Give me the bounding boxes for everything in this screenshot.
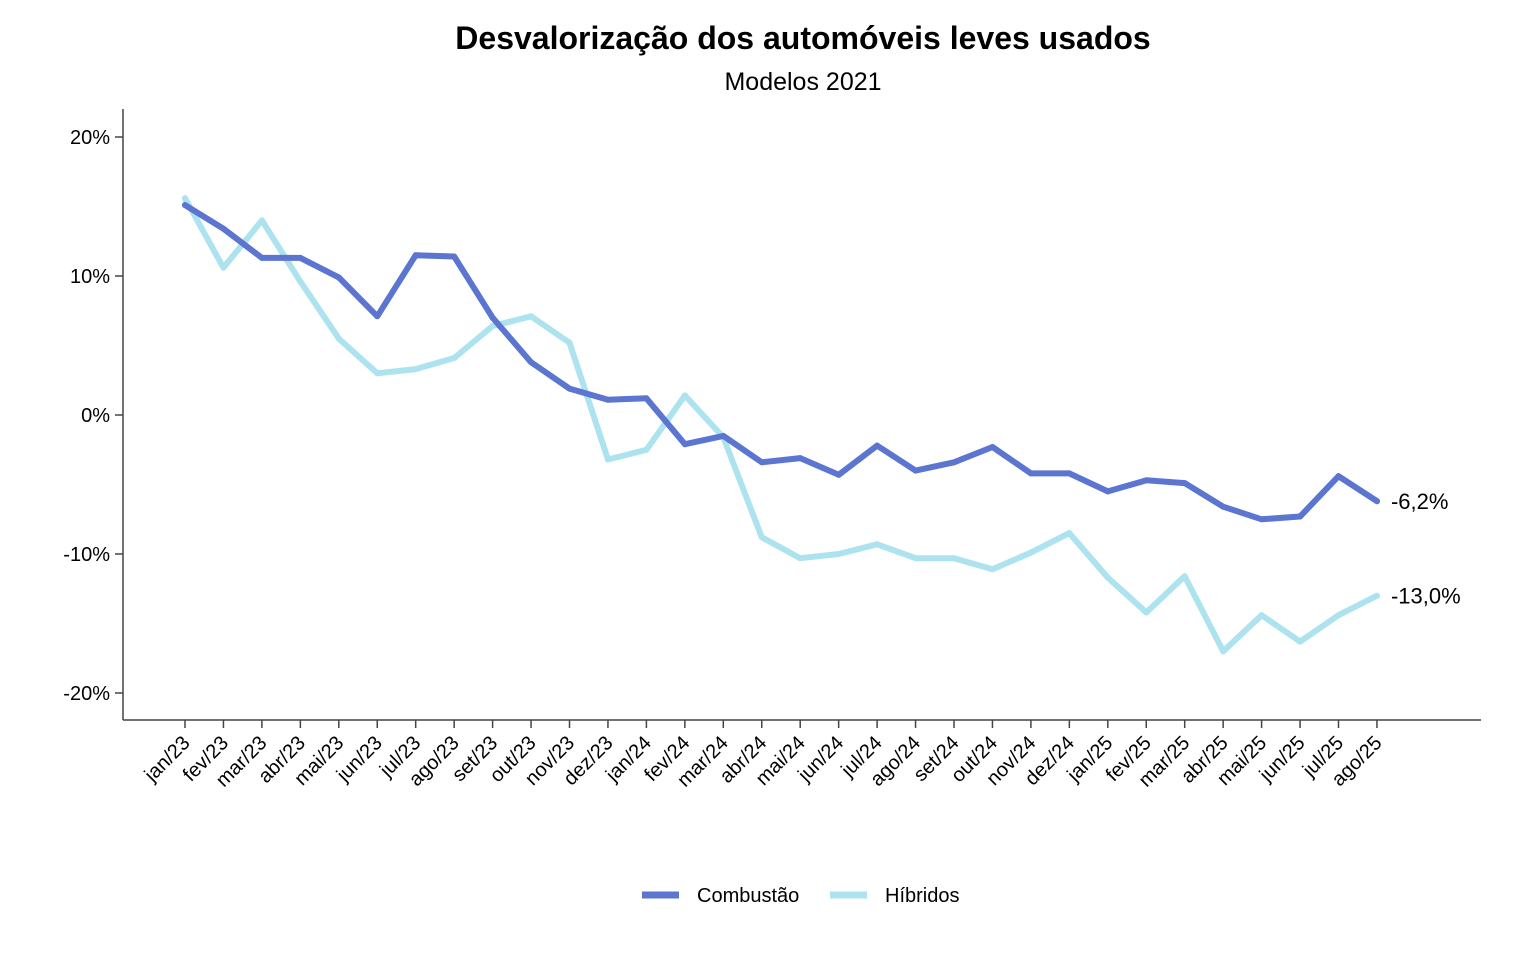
point-hibridos	[489, 323, 496, 330]
point-hibridos	[1104, 574, 1111, 581]
point-combustao	[912, 467, 919, 474]
point-combustao	[1335, 473, 1342, 480]
point-hibridos	[1027, 549, 1034, 556]
point-combustao	[1143, 477, 1150, 484]
point-combustao	[1066, 470, 1073, 477]
point-hibridos	[797, 555, 804, 562]
point-hibridos	[182, 195, 188, 202]
y-tick-label: 20%	[70, 127, 110, 149]
end-labels: -6,2% -13,0%	[1391, 489, 1461, 609]
point-hibridos	[220, 264, 227, 271]
point-combustao	[374, 313, 381, 320]
point-combustao	[681, 441, 688, 448]
end-label-combustao: -6,2%	[1391, 489, 1448, 514]
point-combustao	[835, 471, 842, 478]
point-hibridos	[335, 335, 342, 342]
point-combustao	[1104, 488, 1111, 495]
point-combustao	[528, 359, 535, 366]
point-hibridos	[1066, 530, 1073, 537]
y-tick-label: -20%	[63, 683, 110, 705]
y-tick-label: 0%	[81, 405, 110, 427]
point-hibridos	[874, 541, 881, 548]
point-combustao	[1297, 513, 1304, 520]
legend-label-combustao: Combustão	[697, 885, 799, 907]
point-hibridos	[1297, 638, 1304, 645]
point-hibridos	[835, 551, 842, 557]
point-combustao	[182, 202, 188, 209]
point-hibridos	[258, 217, 265, 224]
point-hibridos	[528, 313, 535, 320]
point-hibridos	[412, 366, 419, 373]
point-combustao	[604, 396, 611, 403]
point-hibridos	[297, 278, 304, 285]
point-combustao	[566, 385, 573, 392]
point-combustao	[1258, 516, 1265, 523]
series-lines	[182, 195, 1380, 655]
x-ticks: jan/23fev/23mar/23abr/23mai/23jun/23jul/…	[140, 720, 1386, 792]
point-hibridos	[1181, 573, 1188, 580]
point-combustao	[797, 455, 804, 462]
chart-title: Desvalorização dos automóveis leves usad…	[455, 20, 1150, 56]
point-hibridos	[1373, 592, 1380, 599]
point-combustao	[412, 252, 419, 259]
y-ticks: 20% 10% 0% -10% -20%	[63, 127, 123, 705]
point-combustao	[451, 253, 458, 260]
point-hibridos	[681, 392, 688, 399]
legend: Combustão Híbridos	[642, 885, 959, 907]
point-hibridos	[604, 456, 611, 463]
point-hibridos	[758, 534, 765, 541]
point-combustao	[220, 225, 227, 232]
point-hibridos	[1335, 612, 1342, 619]
point-combustao	[643, 395, 650, 402]
point-combustao	[758, 459, 765, 466]
point-hibridos	[566, 339, 573, 346]
point-hibridos	[374, 370, 381, 377]
series-line-combustao	[182, 202, 1380, 523]
point-combustao	[489, 314, 496, 321]
y-tick-label: 10%	[70, 266, 110, 288]
point-combustao	[335, 274, 342, 281]
point-combustao	[720, 432, 727, 439]
legend-label-hibridos: Híbridos	[885, 885, 959, 907]
point-hibridos	[1220, 648, 1227, 655]
point-combustao	[258, 254, 265, 261]
point-combustao	[989, 443, 996, 450]
series-line-hibridos	[182, 195, 1380, 655]
point-combustao	[297, 254, 304, 261]
point-combustao	[1181, 480, 1188, 487]
point-hibridos	[1258, 612, 1265, 619]
point-hibridos	[989, 566, 996, 573]
point-combustao	[1373, 498, 1380, 505]
point-combustao	[951, 459, 957, 466]
point-hibridos	[912, 555, 919, 562]
chart-subtitle: Modelos 2021	[724, 68, 881, 96]
point-hibridos	[1143, 609, 1150, 616]
point-combustao	[1027, 470, 1034, 477]
y-tick-label: -10%	[63, 544, 110, 566]
point-combustao	[1220, 503, 1227, 510]
point-hibridos	[451, 355, 458, 362]
point-hibridos	[643, 446, 650, 453]
end-label-hibridos: -13,0%	[1391, 584, 1461, 609]
point-combustao	[874, 442, 881, 449]
point-hibridos	[951, 555, 957, 562]
